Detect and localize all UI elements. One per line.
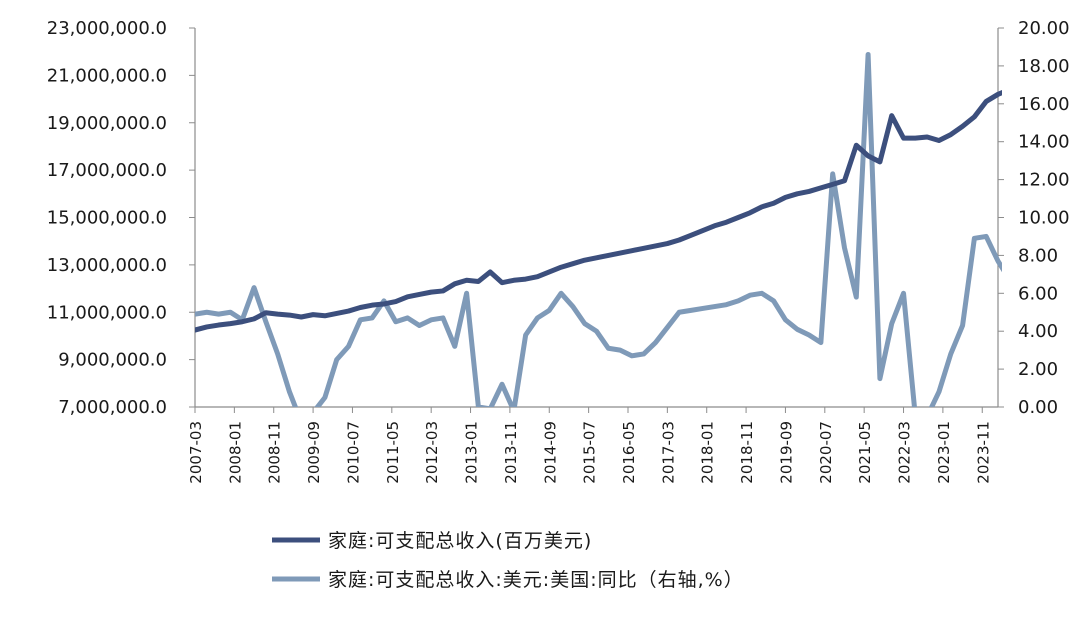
series-lines xyxy=(195,52,1002,407)
legend: 家庭:可支配总收入(百万美元) 家庭:可支配总收入:美元:美国:同比（右轴,%） xyxy=(272,530,744,591)
x-tick-label: 2023-01 xyxy=(935,421,953,484)
right-tick-label: 4.00 xyxy=(1018,321,1058,342)
right-tick-label: 6.00 xyxy=(1018,283,1058,304)
axes xyxy=(189,27,1004,413)
right-tick-label: 10.00 xyxy=(1018,208,1070,229)
right-tick-label: 0.00 xyxy=(1018,397,1058,418)
x-tick-label: 2022-03 xyxy=(896,421,914,484)
left-tick-label: 13,000,000.0 xyxy=(47,255,167,276)
left-tick-label: 15,000,000.0 xyxy=(47,208,167,229)
x-tick-label: 2020-07 xyxy=(817,421,835,484)
right-tick-label: 18.00 xyxy=(1018,56,1070,77)
right-tick-label: 2.00 xyxy=(1018,359,1058,380)
x-tick-label: 2019-09 xyxy=(777,421,795,484)
left-tick-label: 7,000,000.0 xyxy=(58,397,167,418)
x-tick-label: 2018-01 xyxy=(699,421,717,484)
x-tick-label: 2008-01 xyxy=(226,421,244,484)
left-tick-label: 9,000,000.0 xyxy=(58,350,167,371)
x-tick-label: 2014-09 xyxy=(541,421,559,484)
series-line-yoy-growth xyxy=(195,52,1002,407)
x-tick-label: 2011-05 xyxy=(384,421,402,484)
left-tick-label: 11,000,000.0 xyxy=(47,302,167,323)
x-tick-label: 2008-11 xyxy=(266,421,284,484)
left-tick-label: 19,000,000.0 xyxy=(47,113,167,134)
x-tick-label: 2023-11 xyxy=(974,421,992,484)
x-tick-label: 2021-05 xyxy=(856,421,874,484)
right-tick-label: 16.00 xyxy=(1018,94,1070,115)
x-tick-label: 2007-03 xyxy=(187,421,205,484)
x-tick-label: 2013-11 xyxy=(502,421,520,484)
x-tick-label: 2013-01 xyxy=(463,421,481,484)
left-tick-label: 23,000,000.0 xyxy=(47,18,167,39)
right-tick-label: 8.00 xyxy=(1018,245,1058,266)
x-tick-label: 2009-09 xyxy=(305,421,323,484)
x-tick-label: 2015-07 xyxy=(581,421,599,484)
left-tick-label: 17,000,000.0 xyxy=(47,160,167,181)
x-tick-label: 2012-03 xyxy=(423,421,441,484)
left-tick-label: 21,000,000.0 xyxy=(47,65,167,86)
legend-label-series-1: 家庭:可支配总收入(百万美元) xyxy=(328,530,592,552)
x-tick-label: 2016-05 xyxy=(620,421,638,484)
legend-label-series-2: 家庭:可支配总收入:美元:美国:同比（右轴,%） xyxy=(328,569,744,591)
right-tick-label: 12.00 xyxy=(1018,170,1070,191)
tick-labels: 7,000,000.0 9,000,000.0 11,000,000.0 13,000… xyxy=(47,18,1070,484)
series-line-disposable-income xyxy=(195,90,1002,333)
x-tick-label: 2017-03 xyxy=(659,421,677,484)
x-tick-label: 2018-11 xyxy=(738,421,756,484)
right-tick-label: 20.00 xyxy=(1018,18,1070,39)
x-tick-label: 2010-07 xyxy=(344,421,362,484)
right-tick-label: 14.00 xyxy=(1018,132,1070,153)
